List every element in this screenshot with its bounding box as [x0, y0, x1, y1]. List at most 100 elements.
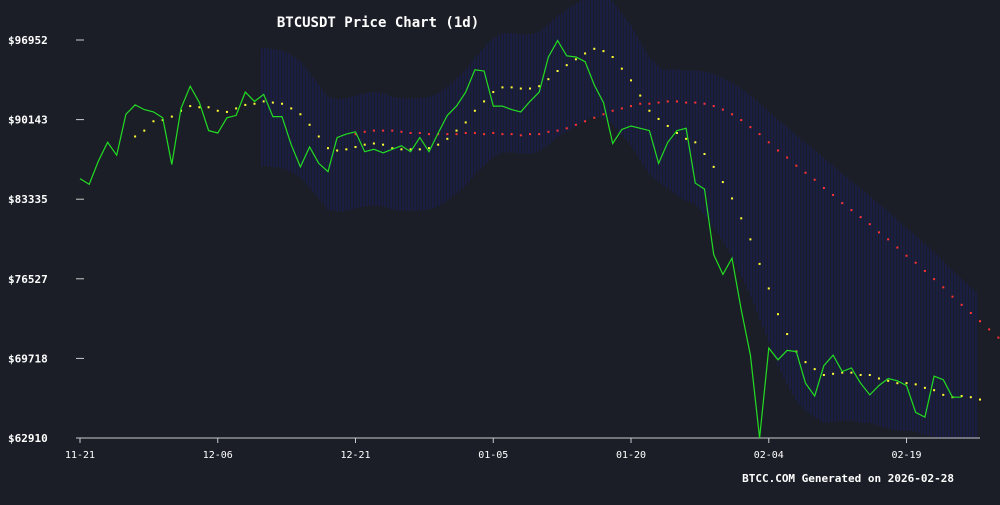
x-tick-label: 01-05 [478, 450, 508, 461]
ma-long-point [382, 129, 385, 132]
ma-long-point [933, 278, 936, 281]
ma-short-point [446, 137, 449, 140]
ma-long-point [593, 116, 596, 119]
ma-short-point [501, 86, 504, 89]
ma-long-point [905, 254, 908, 257]
ma-long-point [400, 130, 403, 133]
ma-long-point [969, 312, 972, 315]
ma-long-point [776, 149, 779, 152]
ma-short-point [914, 383, 917, 386]
ma-short-point [584, 52, 587, 55]
ma-long-point [868, 223, 871, 226]
ma-long-point [786, 156, 789, 159]
ma-short-point [382, 143, 385, 146]
x-tick-label: 02-04 [754, 450, 784, 461]
ma-short-point [850, 371, 853, 374]
x-tick-label: 01-20 [616, 450, 646, 461]
ma-long-point [372, 129, 375, 132]
ma-long-point [822, 186, 825, 189]
ma-long-point [896, 246, 899, 249]
axes: $62910 $69718 $76527 $83335 $90143 $96952 11-2… [8, 34, 980, 461]
ma-long-point [547, 130, 550, 133]
ma-short-point [271, 101, 274, 104]
ma-short-point [694, 141, 697, 144]
ma-short-point [152, 120, 155, 123]
ma-long-point [602, 113, 605, 116]
ma-short-point [409, 148, 412, 151]
ma-short-point [813, 368, 816, 371]
ma-short-point [519, 87, 522, 90]
ma-long-point [685, 101, 688, 104]
ma-short-point [786, 333, 789, 336]
ma-short-point [758, 262, 761, 265]
ma-short-point [593, 47, 596, 50]
ma-short-point [905, 382, 908, 385]
ma-long-point [620, 107, 623, 110]
ma-short-point [216, 109, 219, 112]
ma-long-point [565, 127, 568, 130]
price-line [79, 39, 962, 439]
ma-long-point [804, 171, 807, 174]
ma-short-point [143, 129, 146, 132]
ma-short-point [244, 103, 247, 106]
ma-long-point [694, 101, 697, 104]
ma-long-point [942, 286, 945, 289]
y-tick-label: $76527 [8, 273, 48, 286]
ma-long-point [703, 102, 706, 105]
ma-long-point [391, 129, 394, 132]
ma-short-point [189, 105, 192, 108]
ma-long-point [483, 133, 486, 136]
ma-long-point [923, 269, 926, 272]
ma-short-point [620, 67, 623, 70]
ma-long-point [519, 134, 522, 137]
ma-short-point [336, 149, 339, 152]
ma-long-point [749, 126, 752, 129]
ma-long-point [455, 133, 458, 136]
ma-short-point [556, 70, 559, 73]
ma-short-point [602, 50, 605, 53]
ma-short-point [877, 377, 880, 380]
ma-short-point [455, 129, 458, 132]
ma-short-point [675, 131, 678, 134]
ma-short-point [547, 78, 550, 81]
ma-long-point [767, 141, 770, 144]
ma-short-point [731, 197, 734, 200]
x-tick-label: 11-21 [65, 450, 95, 461]
ma-long-point [877, 231, 880, 234]
ma-short-point [657, 117, 660, 120]
ma-long-point [538, 133, 541, 136]
ma-long-point [529, 133, 531, 136]
ma-short-point [538, 85, 541, 88]
ma-long-series [354, 100, 1000, 339]
ma-short-point [841, 371, 844, 374]
ma-long-point [639, 102, 642, 105]
y-tick-label: $90143 [8, 114, 48, 127]
ma-short-point [134, 135, 137, 138]
ma-long-point [832, 193, 835, 196]
ma-short-point [198, 106, 201, 109]
ma-long-point [510, 133, 513, 136]
ma-short-point [776, 313, 779, 316]
ma-long-point [473, 131, 476, 134]
ma-short-point [565, 64, 568, 67]
ma-short-point [639, 94, 642, 97]
ma-short-point [483, 100, 486, 103]
ma-short-point [281, 102, 284, 105]
ma-long-point [611, 109, 614, 112]
ma-long-point [657, 101, 660, 104]
ma-short-point [804, 361, 807, 364]
ma-short-point [418, 148, 421, 151]
ma-long-point [354, 133, 357, 136]
ma-short-point [859, 373, 862, 376]
ma-long-point [997, 336, 1000, 339]
ma-long-point [427, 133, 430, 136]
ma-short-point [712, 165, 715, 168]
ma-short-point [492, 91, 495, 94]
ma-short-point [868, 373, 871, 376]
ma-short-point [896, 382, 899, 385]
x-tick-label: 12-06 [203, 450, 233, 461]
ma-short-point [933, 389, 936, 392]
ma-short-point [170, 115, 173, 118]
